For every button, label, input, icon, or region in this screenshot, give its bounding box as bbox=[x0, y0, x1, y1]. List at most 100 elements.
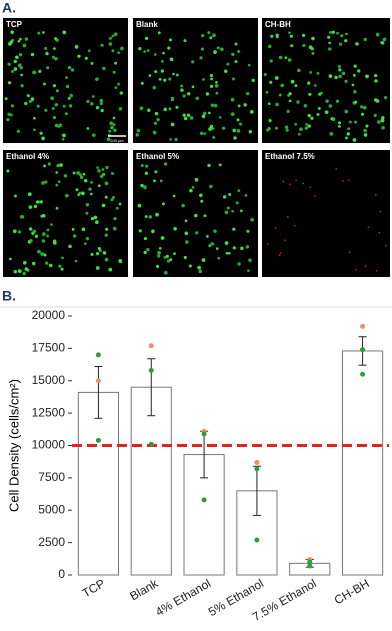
cell bbox=[9, 257, 12, 261]
cell bbox=[54, 103, 59, 107]
image-label: CH-BH bbox=[265, 20, 291, 29]
cell bbox=[9, 113, 13, 117]
cell bbox=[82, 172, 86, 176]
cell bbox=[338, 125, 341, 128]
cell bbox=[115, 206, 119, 210]
cell bbox=[160, 69, 165, 73]
cell bbox=[139, 106, 144, 111]
cell bbox=[28, 227, 33, 231]
cell bbox=[153, 179, 156, 183]
cell bbox=[309, 186, 312, 189]
cell bbox=[363, 133, 368, 137]
cell bbox=[102, 66, 106, 71]
cell bbox=[183, 39, 187, 43]
cell bbox=[44, 46, 48, 50]
cell bbox=[38, 69, 42, 73]
cell bbox=[310, 116, 314, 120]
cell bbox=[157, 254, 161, 258]
cell bbox=[214, 84, 219, 88]
cell bbox=[111, 49, 115, 53]
cell bbox=[95, 252, 100, 256]
cell bbox=[181, 203, 185, 208]
cell bbox=[342, 180, 344, 183]
cell bbox=[95, 266, 100, 270]
image-label: Ethanol 7.5% bbox=[265, 152, 315, 161]
cell bbox=[209, 84, 214, 89]
replicate-point bbox=[95, 352, 101, 358]
cell bbox=[297, 68, 301, 73]
cell bbox=[380, 41, 385, 45]
x-tick-label: TCP bbox=[80, 576, 108, 600]
bar bbox=[342, 350, 384, 576]
cell bbox=[118, 258, 123, 263]
y-tick-label: 10000 bbox=[32, 438, 66, 452]
cell bbox=[48, 263, 53, 268]
cell bbox=[108, 129, 112, 133]
cell bbox=[63, 174, 68, 178]
cell bbox=[96, 166, 99, 170]
cell bbox=[184, 219, 188, 223]
cell bbox=[328, 41, 331, 45]
cell bbox=[117, 51, 120, 55]
cell bbox=[160, 60, 164, 63]
cell bbox=[114, 61, 117, 65]
cell bbox=[158, 77, 162, 81]
cell bbox=[309, 71, 312, 74]
cell bbox=[156, 117, 160, 122]
cell bbox=[288, 92, 292, 96]
cell bbox=[138, 229, 142, 233]
cell bbox=[160, 236, 165, 240]
cell bbox=[345, 32, 348, 36]
cell bbox=[233, 136, 237, 140]
cell bbox=[243, 103, 247, 107]
cell bbox=[170, 97, 175, 102]
cell bbox=[19, 215, 24, 219]
cell bbox=[338, 121, 342, 125]
cell bbox=[26, 94, 30, 98]
cell bbox=[64, 194, 69, 198]
cell bbox=[104, 233, 108, 237]
cell bbox=[183, 255, 187, 260]
cell bbox=[19, 66, 23, 70]
y-tick-label: 5000 bbox=[38, 502, 65, 516]
cell bbox=[297, 132, 301, 136]
micrograph bbox=[133, 18, 258, 143]
cell bbox=[65, 76, 68, 79]
cell bbox=[105, 165, 109, 170]
cell bbox=[316, 71, 320, 75]
cell bbox=[278, 254, 281, 257]
cell bbox=[10, 104, 14, 108]
cell bbox=[85, 202, 90, 207]
cell bbox=[120, 46, 124, 51]
cell bbox=[311, 36, 315, 41]
cell bbox=[200, 47, 205, 51]
cell bbox=[90, 192, 93, 196]
cell bbox=[375, 269, 378, 272]
cell bbox=[45, 261, 49, 265]
cell bbox=[68, 244, 72, 249]
cell bbox=[17, 230, 22, 234]
cell bbox=[282, 180, 285, 183]
cell bbox=[24, 37, 29, 41]
replicate-point bbox=[254, 537, 260, 543]
cell bbox=[20, 73, 23, 77]
cell bbox=[84, 56, 88, 60]
cell bbox=[99, 98, 103, 103]
cell bbox=[247, 63, 251, 67]
cell bbox=[168, 77, 172, 81]
cell bbox=[210, 242, 214, 246]
cell bbox=[28, 99, 33, 103]
cell bbox=[280, 83, 285, 88]
cell bbox=[279, 251, 282, 254]
cell bbox=[206, 235, 209, 238]
cell bbox=[93, 215, 98, 220]
cell bbox=[194, 213, 198, 218]
cell bbox=[152, 130, 157, 135]
cell bbox=[336, 31, 339, 35]
cell bbox=[7, 62, 11, 66]
cell bbox=[327, 35, 331, 39]
cell bbox=[67, 65, 72, 70]
cell bbox=[237, 262, 241, 266]
cell bbox=[41, 213, 46, 218]
